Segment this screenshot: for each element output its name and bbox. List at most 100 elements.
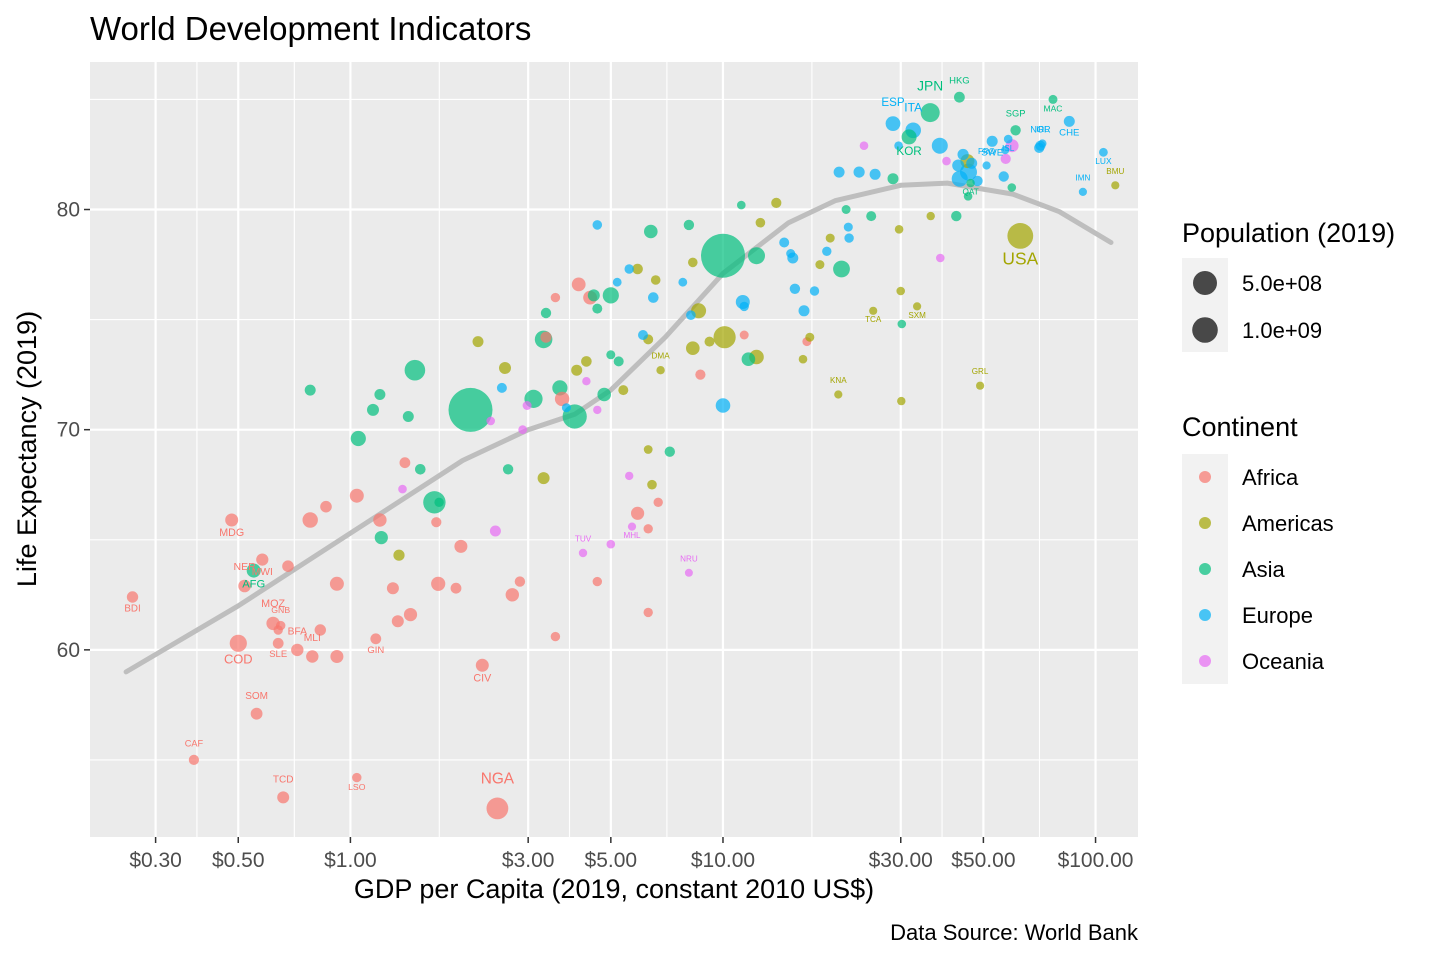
data-point <box>386 582 399 595</box>
point-label: MDG <box>219 527 244 539</box>
data-point <box>741 352 756 367</box>
data-point <box>942 156 951 166</box>
point-label: AFG <box>242 579 265 591</box>
point-label: SGP <box>1006 109 1026 119</box>
point-label: USA <box>1002 249 1038 269</box>
data-point <box>578 548 588 558</box>
point-label: CAF <box>185 739 204 749</box>
data-point <box>678 277 688 287</box>
data-point <box>540 331 552 343</box>
data-point <box>550 292 561 303</box>
data-point <box>403 608 418 622</box>
data-point <box>276 620 286 631</box>
data-point <box>684 568 693 577</box>
data-point <box>833 166 845 178</box>
point-label: BDI <box>124 604 140 615</box>
point-label: TCA <box>865 315 882 324</box>
point-label: BMU <box>1106 167 1124 176</box>
data-point <box>952 159 965 172</box>
y-axis-title: Life Expectancy (2019) <box>12 311 42 587</box>
data-point <box>1099 147 1108 157</box>
data-point <box>834 390 843 399</box>
data-point <box>540 307 552 319</box>
data-point <box>926 211 935 221</box>
data-point <box>499 362 511 374</box>
color-legend-label: Oceania <box>1242 649 1325 674</box>
data-point <box>627 522 637 531</box>
data-point <box>597 387 611 402</box>
data-point <box>897 396 906 406</box>
x-axis: $0.30 $0.50 $1.00 $3.00 $5.00 $10.00 $30.00 $50… <box>129 837 1134 872</box>
size-legend-label: 1.0e+09 <box>1242 318 1322 343</box>
color-legend-title: Continent <box>1182 412 1298 442</box>
data-point <box>415 464 426 475</box>
data-point <box>986 135 998 147</box>
data-point <box>833 260 850 278</box>
data-point <box>606 539 616 549</box>
color-legend-label: Asia <box>1242 557 1286 582</box>
caption: Data Source: World Bank <box>890 920 1139 945</box>
data-point <box>304 384 316 396</box>
data-point <box>631 506 645 520</box>
points <box>126 91 1120 820</box>
x-tick-label: $0.30 <box>129 849 182 872</box>
data-point <box>901 129 917 145</box>
point-label: JPN <box>917 79 943 94</box>
data-point <box>664 446 675 457</box>
size-legend-key <box>1192 317 1218 343</box>
data-point <box>951 210 962 222</box>
data-point <box>450 582 462 594</box>
data-point <box>695 369 706 380</box>
point-label: SXM <box>908 311 926 320</box>
data-point <box>1078 187 1087 196</box>
data-point <box>686 310 696 321</box>
y-tick-label: 60 <box>57 639 80 662</box>
data-point <box>896 286 905 296</box>
data-point <box>805 332 815 342</box>
point-label: SOM <box>245 691 268 702</box>
data-point <box>624 264 634 274</box>
data-point <box>739 301 749 312</box>
data-point <box>954 91 965 103</box>
data-point <box>367 403 379 416</box>
data-point <box>885 116 901 131</box>
color-legend-label: Americas <box>1242 511 1334 536</box>
color-legend-label: Africa <box>1242 465 1299 490</box>
point-label: MWI <box>252 567 273 578</box>
data-point <box>771 197 782 208</box>
data-point <box>329 576 344 591</box>
data-point <box>393 549 405 561</box>
data-point <box>373 513 387 527</box>
data-point <box>486 416 496 426</box>
data-point <box>789 283 801 294</box>
data-point <box>126 591 139 603</box>
data-point <box>349 488 364 503</box>
data-point <box>291 643 304 657</box>
data-point <box>894 225 904 234</box>
data-point <box>552 380 568 396</box>
data-point <box>571 277 586 292</box>
color-legend-label: Europe <box>1242 603 1313 628</box>
data-point <box>869 306 878 315</box>
data-point <box>582 377 591 386</box>
data-point <box>1007 223 1034 249</box>
data-point <box>613 356 624 367</box>
data-point <box>537 472 550 485</box>
point-label: LSO <box>348 782 366 792</box>
x-tick-label: $50.00 <box>951 849 1015 872</box>
data-point <box>320 500 332 513</box>
point-label: SLE <box>269 649 287 660</box>
point-label: KOR <box>896 145 921 158</box>
data-point <box>704 336 715 347</box>
point-label: BFA <box>288 626 308 637</box>
data-point <box>475 658 489 672</box>
data-point <box>277 791 290 804</box>
data-point <box>618 385 629 396</box>
data-point <box>976 381 985 390</box>
point-label: NGA <box>481 771 515 788</box>
data-point <box>632 263 643 275</box>
data-point <box>966 157 978 169</box>
point-label: FRO <box>978 147 995 156</box>
point-label: SWE <box>981 148 1003 159</box>
